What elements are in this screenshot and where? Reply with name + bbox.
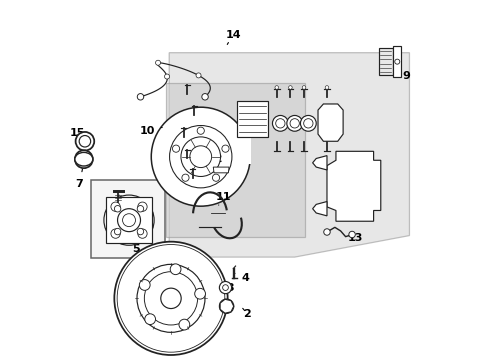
Circle shape [289,119,299,128]
Circle shape [114,206,121,212]
Circle shape [172,145,179,152]
Circle shape [223,303,230,310]
Circle shape [138,229,147,238]
Polygon shape [220,299,233,313]
Circle shape [155,60,160,65]
Text: 4: 4 [234,273,249,283]
Circle shape [144,314,155,325]
Text: 14: 14 [225,30,241,44]
Circle shape [139,280,150,291]
Circle shape [212,174,219,181]
Circle shape [122,214,135,226]
Circle shape [137,228,143,235]
Circle shape [222,285,228,291]
Text: 1: 1 [152,324,160,338]
Circle shape [202,94,208,100]
Bar [91,180,164,258]
Circle shape [302,86,305,89]
Circle shape [161,288,181,309]
Circle shape [219,299,233,314]
Circle shape [196,73,201,78]
Circle shape [137,264,204,332]
Ellipse shape [75,152,93,166]
Circle shape [117,209,140,231]
Circle shape [286,116,302,131]
Circle shape [189,146,211,167]
Circle shape [137,94,143,100]
Polygon shape [213,167,228,173]
Polygon shape [312,156,326,170]
Circle shape [75,150,93,168]
Text: 11: 11 [215,192,230,205]
Circle shape [194,288,205,299]
Polygon shape [237,101,267,137]
Circle shape [275,119,285,128]
Polygon shape [312,202,326,216]
Circle shape [274,86,278,89]
Circle shape [137,206,143,212]
Text: 3: 3 [226,283,233,293]
Circle shape [303,119,312,128]
Circle shape [325,86,328,89]
Circle shape [300,116,316,131]
Polygon shape [326,151,380,221]
Polygon shape [378,48,392,75]
Text: 9: 9 [394,69,409,81]
Text: 8: 8 [359,190,375,200]
Circle shape [114,242,227,355]
Circle shape [272,116,287,131]
Text: 6: 6 [110,195,119,210]
Circle shape [222,145,228,152]
Text: 7: 7 [76,169,83,189]
Circle shape [114,228,121,235]
Circle shape [181,137,220,176]
Circle shape [219,282,231,294]
Polygon shape [227,134,251,164]
Circle shape [179,319,189,330]
Text: 10: 10 [139,126,162,135]
Polygon shape [105,197,152,243]
Circle shape [104,195,154,245]
Circle shape [144,272,197,325]
Circle shape [197,127,204,134]
Circle shape [76,132,94,150]
Polygon shape [392,46,400,77]
Circle shape [111,229,120,238]
Circle shape [182,174,189,181]
Polygon shape [169,53,408,257]
Text: 2: 2 [242,308,251,319]
Circle shape [170,264,181,275]
Text: 13: 13 [346,233,362,243]
Circle shape [138,202,147,211]
Circle shape [151,107,250,206]
Circle shape [78,154,89,165]
Circle shape [288,86,292,89]
Text: 12: 12 [204,154,223,164]
Circle shape [348,231,355,238]
Circle shape [323,229,329,235]
Circle shape [111,202,120,211]
Circle shape [394,59,399,64]
Text: 5: 5 [129,241,140,254]
Text: 15: 15 [69,128,84,141]
Polygon shape [166,83,304,237]
Circle shape [79,135,90,147]
Circle shape [164,74,169,79]
Polygon shape [317,104,343,141]
